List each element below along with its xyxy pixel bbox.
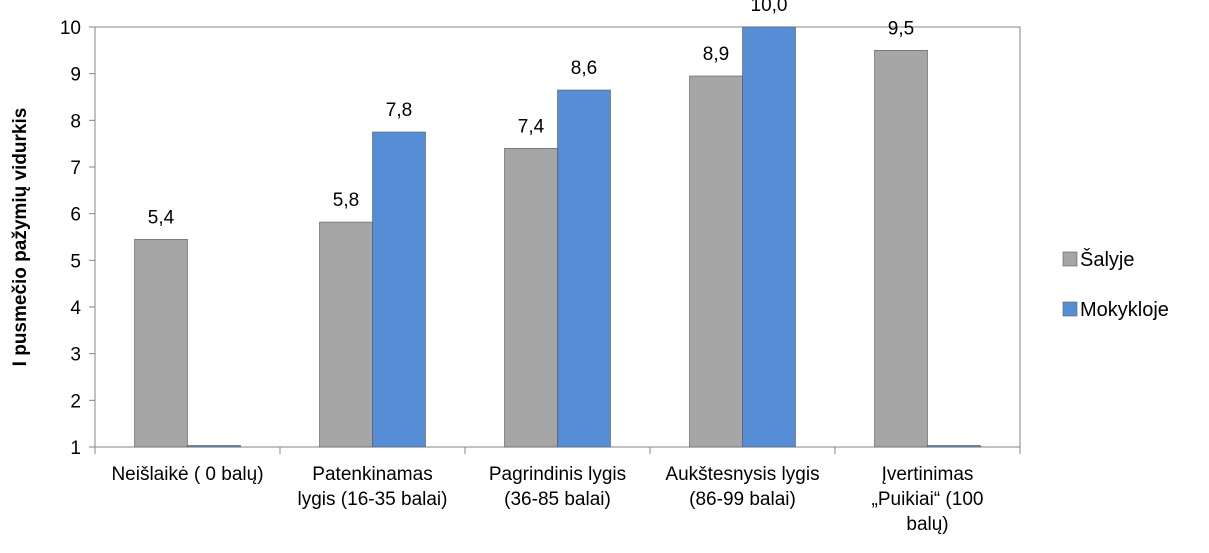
y-tick-label: 10 — [60, 18, 81, 39]
bar-mokykloje — [927, 445, 981, 448]
bar-salyje — [874, 50, 928, 448]
data-label: 7,4 — [518, 116, 545, 137]
bar-mokykloje — [372, 131, 426, 448]
data-labels: 5,4 5,8 7,4 8,9 9,5 7,8 8,6 10,0 — [148, 0, 914, 228]
y-axis: 1 2 3 4 5 6 7 8 9 10 — [60, 18, 95, 459]
x-category-label: Pagrindinis lygis (36-85 balai) — [489, 464, 626, 510]
bar-salyje — [504, 148, 558, 448]
y-tick-label: 9 — [70, 65, 81, 86]
data-label: 10,0 — [751, 0, 788, 16]
data-label: 8,9 — [703, 44, 729, 65]
legend: Šalyje Mokykloje — [1062, 248, 1169, 321]
legend-label: Šalyje — [1080, 248, 1134, 271]
y-tick-label: 8 — [70, 111, 81, 132]
y-tick-label: 7 — [70, 158, 81, 179]
bar-mokykloje — [557, 89, 611, 448]
bar-mokykloje — [742, 26, 796, 448]
y-tick-label: 1 — [70, 438, 81, 459]
y-tick-label: 4 — [70, 298, 81, 319]
data-label: 7,8 — [386, 100, 412, 121]
data-label: 8,6 — [571, 58, 597, 79]
x-category-label: Patenkinamas lygis (16-35 balai) — [298, 464, 448, 510]
legend-label: Mokykloje — [1080, 299, 1169, 321]
bar-salyje — [689, 75, 743, 448]
x-category-label: Aukštesnysis lygis (86-99 balai) — [665, 464, 819, 510]
y-tick-label: 3 — [70, 345, 81, 366]
y-tick-label: 2 — [70, 391, 81, 412]
bar-salyje — [319, 221, 373, 448]
legend-swatch — [1062, 251, 1078, 267]
data-label: 5,8 — [333, 190, 359, 211]
x-axis: Neišlaikė ( 0 balų) Patenkinamas lygis (16… — [94, 447, 1021, 535]
bar-salyje — [134, 239, 188, 448]
data-label: 5,4 — [148, 207, 175, 228]
x-category-label: Įvertinimas „Puikiai“ (100 balų) — [872, 464, 984, 535]
y-tick-label: 5 — [70, 251, 81, 272]
bars — [134, 26, 981, 448]
y-axis-label: I pusmečio pažymių vidurkis — [10, 108, 31, 367]
data-label: 9,5 — [888, 18, 914, 39]
y-tick-label: 6 — [70, 205, 81, 226]
legend-swatch — [1062, 301, 1078, 317]
x-category-label: Neišlaikė ( 0 balų) — [111, 464, 263, 485]
bar-mokykloje — [187, 445, 241, 448]
